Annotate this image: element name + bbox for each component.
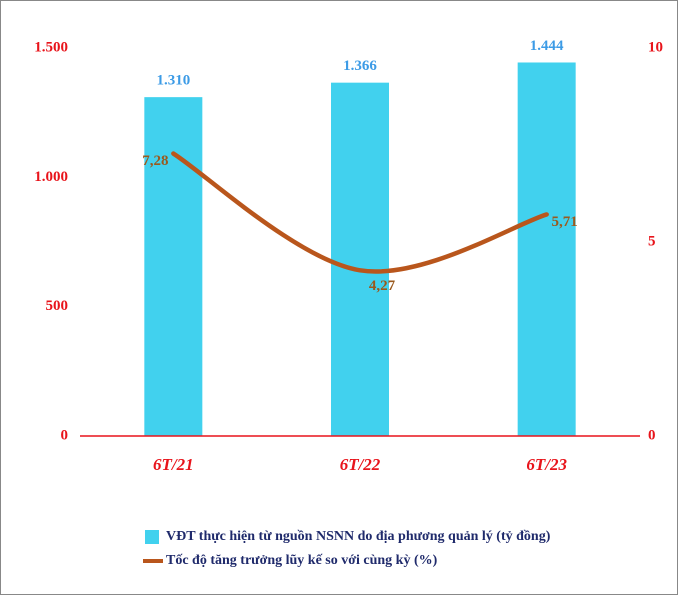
y-tick-label: 500 bbox=[46, 298, 69, 314]
line-value-label: 7,28 bbox=[142, 153, 168, 169]
line-value-label: 4,27 bbox=[369, 278, 396, 294]
x-tick-label: 6T/22 bbox=[340, 455, 381, 474]
bar bbox=[331, 82, 389, 437]
line bbox=[171, 151, 549, 274]
bar bbox=[517, 62, 576, 437]
y-tick-label: 0 bbox=[61, 427, 69, 443]
legend-label: VĐT thực hiện từ nguồn NSNN do địa phươn… bbox=[166, 529, 551, 544]
bar bbox=[144, 97, 203, 436]
legend-label: Tốc độ tăng trưởng lũy kế so với cùng kỳ… bbox=[166, 553, 438, 568]
x-tick-label: 6T/21 bbox=[153, 455, 194, 474]
bar-value-label: 1.366 bbox=[343, 58, 377, 74]
bar-value-label: 1.310 bbox=[156, 73, 190, 89]
line-value-label: 5,71 bbox=[552, 214, 578, 230]
y2-tick-label: 0 bbox=[648, 427, 656, 443]
y2-tick-label: 5 bbox=[648, 233, 656, 249]
y-tick-label: 1.500 bbox=[34, 39, 68, 55]
legend-swatch bbox=[145, 530, 159, 544]
x-tick-label: 6T/23 bbox=[526, 455, 567, 474]
y2-tick-label: 10 bbox=[648, 39, 663, 55]
bar-value-label: 1.444 bbox=[530, 38, 564, 54]
y-tick-label: 1.000 bbox=[34, 169, 68, 185]
